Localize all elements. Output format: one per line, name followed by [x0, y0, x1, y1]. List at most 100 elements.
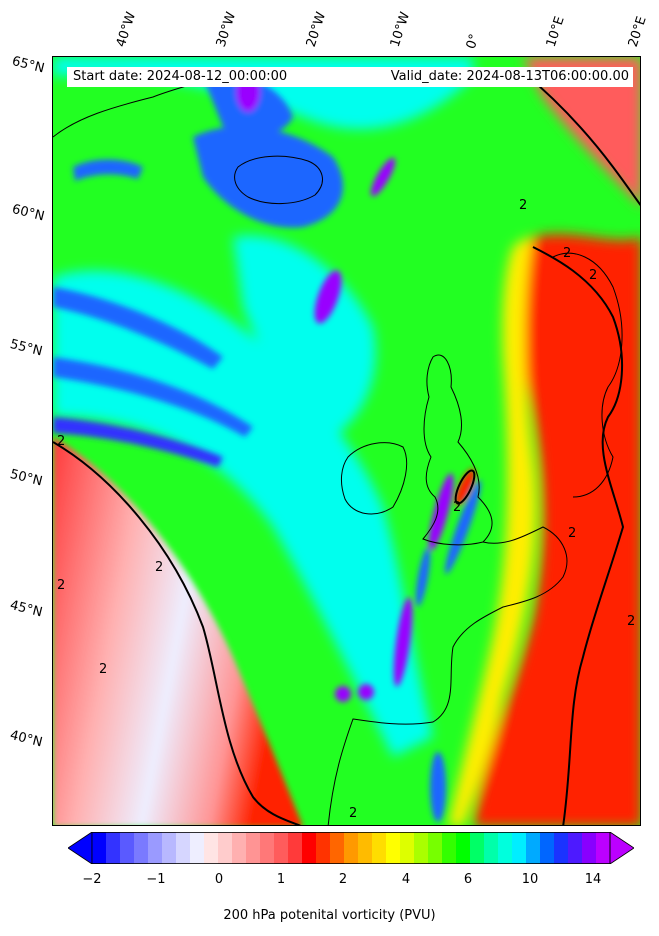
colorbar-swatch [386, 832, 401, 864]
colorbar-swatch [484, 832, 499, 864]
pv-band-blue-2 [53, 357, 253, 437]
colorbar-swatch [442, 832, 457, 864]
contour-label-5: 2 [349, 806, 357, 821]
coast-scandinavia [552, 252, 623, 498]
colorbar-border [91, 832, 611, 865]
pv-region-blue-iceland [193, 126, 343, 228]
lon-label-20e: 20°E [625, 14, 650, 50]
lon-label-40w: 40°W [113, 10, 140, 49]
colorbar-swatch [120, 832, 135, 864]
pv-band-blue-3 [53, 417, 223, 467]
date-header: Start date: 2024-08-12_00:00:00 Valid_da… [67, 67, 633, 87]
pv-streamer-red [454, 468, 476, 506]
colorbar-swatch [540, 832, 555, 864]
pv-streamer-purple-1 [428, 473, 454, 551]
colorbar-swatch [218, 832, 233, 864]
contour-label-9: 2 [519, 198, 527, 213]
colorbar-tick-1: −2 [82, 872, 102, 887]
lon-label-10e: 10°E [543, 14, 568, 50]
colorbar-swatch [134, 832, 149, 864]
lat-label-55n: 55°N [8, 337, 44, 360]
contour-label-8: 2 [589, 268, 597, 283]
colorbar-swatch [176, 832, 191, 864]
lon-label-10w: 10°W [387, 10, 414, 49]
lat-label-40n: 40°N [8, 728, 44, 751]
colorbar-swatch [400, 832, 415, 864]
colorbar-swatch [92, 832, 107, 864]
pv-region-orange-east [448, 237, 537, 825]
coast-europe [327, 526, 568, 825]
colorbar-tick-8: 10 [521, 872, 539, 887]
colorbar-swatch [302, 832, 317, 864]
colorbar-tick-9: 14 [584, 872, 602, 887]
colorbar-swatch [246, 832, 261, 864]
colorbar-swatch [288, 832, 303, 864]
colorbar [67, 831, 635, 865]
colorbar-extend-low [67, 831, 93, 865]
colorbar-tick-6: 4 [401, 872, 411, 887]
pv-streamer-purple-2 [393, 597, 413, 687]
pv-band-blue-1 [53, 287, 223, 369]
colorbar-swatch [162, 832, 177, 864]
colorbar-swatch [428, 832, 443, 864]
colorbar-swatch [190, 832, 205, 864]
contour-label-7: 2 [568, 526, 576, 541]
lon-label-0: 0° [463, 32, 483, 51]
colorbar-swatch [582, 832, 597, 864]
contour-2pvu-west [53, 441, 301, 825]
contour-2pvu-northeast [522, 71, 640, 207]
pv-streamer-blue-1 [444, 479, 482, 575]
colorbar-swatch [596, 832, 611, 864]
colorbar-swatches [67, 831, 635, 865]
colorbar-tick-5: 2 [338, 872, 348, 887]
pv-blob-purple-3 [370, 157, 396, 197]
coast-ireland [340, 442, 408, 515]
colorbar-swatch [330, 832, 345, 864]
coast-iceland [234, 155, 323, 205]
colorbar-swatch [344, 832, 359, 864]
lat-label-45n: 45°N [8, 598, 44, 621]
colorbar-extend-high [609, 831, 635, 865]
valid-date-label: Valid_date: 2024-08-13T06:00:00.00 [390, 69, 629, 84]
pv-blob-purple-4 [335, 686, 351, 702]
colorbar-tick-3: 0 [214, 872, 224, 887]
colorbar-swatch [414, 832, 429, 864]
pv-map[interactable]: 2 2 2 2 2 2 2 2 2 2 2 2 Start date: 2024… [52, 56, 641, 826]
colorbar-swatch [456, 832, 471, 864]
lat-label-50n: 50°N [8, 467, 44, 490]
lat-label-60n: 60°N [10, 202, 46, 225]
pv-blob-purple-5 [358, 684, 374, 700]
colorbar-swatch [274, 832, 289, 864]
colorbar-swatch [106, 832, 121, 864]
contour-label-10: 2 [627, 614, 635, 629]
contour-label-1: 2 [57, 434, 65, 449]
colorbar-swatch [204, 832, 219, 864]
pv-region-west-stratospheric [53, 437, 303, 825]
colorbar-tick-2: −1 [146, 872, 166, 887]
lat-label-65n: 65°N [10, 54, 46, 77]
colorbar-swatch [372, 832, 387, 864]
colorbar-swatch [470, 832, 485, 864]
contour-2pvu-east [532, 246, 625, 825]
pv-field: 2 2 2 2 2 2 2 2 2 2 2 2 [53, 57, 640, 825]
start-date-label: Start date: 2024-08-12_00:00:00 [73, 69, 288, 84]
colorbar-swatch [568, 832, 583, 864]
contour-2pvu-ring [454, 469, 476, 505]
lon-label-20w: 20°W [303, 10, 330, 49]
colorbar-tick-4: 1 [276, 872, 286, 887]
colorbar-title: 200 hPa potenital vorticity (PVU) [223, 908, 436, 923]
colorbar-swatch [526, 832, 541, 864]
pv-streamer-blue-2 [415, 547, 431, 607]
contour-label-2: 2 [155, 560, 163, 575]
colorbar-tick-7: 6 [463, 872, 473, 887]
coast-britain [422, 354, 493, 546]
colorbar-swatch [498, 832, 513, 864]
colorbar-swatch [512, 832, 527, 864]
colorbar-swatch [554, 832, 569, 864]
colorbar-swatch [260, 832, 275, 864]
contour-label-3: 2 [57, 578, 65, 593]
pv-band-blue-4 [73, 159, 143, 181]
colorbar-swatch [232, 832, 247, 864]
pv-region-red-northeast [523, 57, 640, 205]
pv-blob-purple-1 [314, 270, 342, 324]
